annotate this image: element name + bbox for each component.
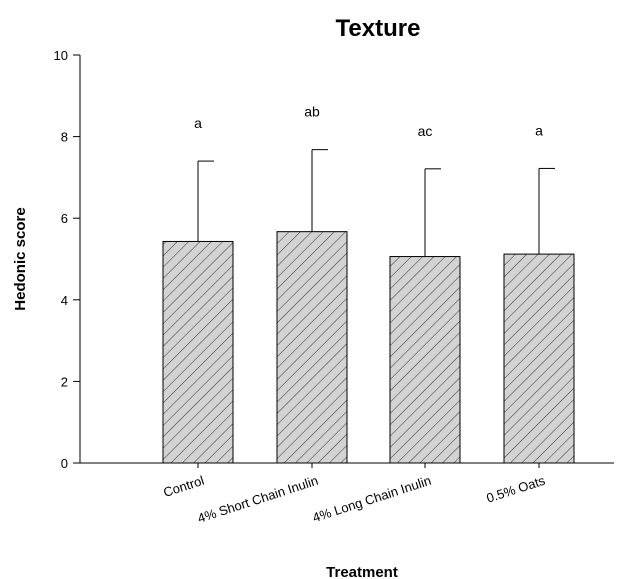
category-label-0: Control bbox=[161, 473, 206, 500]
x-axis-label: Treatment bbox=[326, 564, 398, 579]
significance-label-3: a bbox=[535, 122, 543, 138]
y-tick-label-8: 8 bbox=[61, 130, 68, 145]
y-tick-label-2: 2 bbox=[61, 374, 68, 389]
y-tick-label-10: 10 bbox=[54, 48, 68, 63]
y-tick-label-0: 0 bbox=[61, 456, 68, 471]
chart-title: Texture bbox=[336, 15, 421, 42]
significance-label-0: a bbox=[194, 115, 202, 131]
y-tick-label-4: 4 bbox=[61, 293, 68, 308]
bar-0 bbox=[162, 240, 234, 464]
significance-label-1: ab bbox=[304, 104, 320, 120]
y-tick-label-6: 6 bbox=[61, 211, 68, 226]
bar-2 bbox=[389, 256, 461, 464]
y-axis-label: Hedonic score bbox=[12, 207, 29, 310]
category-label-1: 4% Short Chain Inulin bbox=[196, 473, 320, 526]
bar-1 bbox=[276, 231, 348, 464]
bar-3 bbox=[503, 253, 575, 464]
significance-label-2: ac bbox=[418, 123, 433, 139]
category-label-3: 0.5% Oats bbox=[485, 473, 548, 506]
category-label-2: 4% Long Chain Inulin bbox=[311, 473, 433, 525]
